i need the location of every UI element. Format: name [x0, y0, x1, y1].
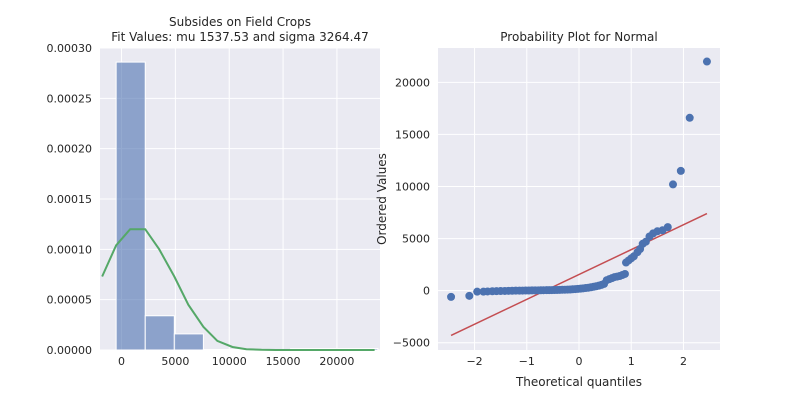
probability-x-axis-label: Theoretical quantiles [515, 375, 642, 389]
probability-x-tick-label: 0 [576, 355, 583, 368]
probability-y-tick-label: −5000 [393, 337, 430, 350]
probability-x-tick-label: −2 [466, 355, 482, 368]
probability-x-tick-labels: −2 −1 0 1 2 [466, 355, 686, 368]
probability-y-tick-label: 20000 [395, 76, 430, 89]
probability-plot-title: Probability Plot for Normal [500, 30, 657, 44]
probability-point [663, 223, 672, 232]
probability-x-tick-label: 2 [680, 355, 687, 368]
probability-point [676, 166, 685, 175]
histogram-x-tick-label: 15000 [266, 355, 301, 368]
probability-point [473, 287, 482, 296]
probability-point [465, 291, 474, 300]
probability-point [620, 269, 629, 278]
histogram-y-tick-label: 0.00020 [47, 143, 93, 156]
histogram-x-tick-label: 5000 [161, 355, 189, 368]
histogram-x-tick-labels: 0 5000 10000 15000 20000 [118, 355, 354, 368]
histogram-y-tick-label: 0.00005 [47, 294, 93, 307]
histogram-bar [115, 61, 146, 351]
histogram-y-tick-label: 0.00000 [47, 344, 93, 357]
histogram-x-tick-label: 20000 [319, 355, 354, 368]
probability-y-tick-label: 0 [423, 285, 430, 298]
probability-y-tick-label: 10000 [395, 181, 430, 194]
probability-y-tick-label: 5000 [402, 233, 430, 246]
probability-plot-panel: −2 −1 0 1 2 −5000 0 5000 10000 15000 20000 Probab… [375, 30, 720, 389]
probability-y-tick-labels: −5000 0 5000 10000 15000 20000 [393, 76, 430, 349]
histogram-bar [144, 315, 175, 351]
histogram-x-tick-label: 0 [118, 355, 125, 368]
histogram-y-tick-label: 0.00015 [47, 193, 93, 206]
histogram-bars [115, 61, 379, 351]
probability-x-tick-label: −1 [519, 355, 535, 368]
probability-x-tick-label: 1 [628, 355, 635, 368]
histogram-y-tick-labels: 0.00000 0.00005 0.00010 0.00015 0.00020 0.000… [47, 42, 93, 357]
histogram-bar [173, 333, 204, 351]
histogram-y-tick-label: 0.00025 [47, 92, 93, 105]
probability-point [669, 180, 677, 189]
histogram-y-tick-label: 0.00010 [47, 243, 93, 256]
histogram-grid [100, 47, 380, 351]
histogram-subtitle: Fit Values: mu 1537.53 and sigma 3264.47 [111, 30, 369, 44]
normal-fit-curve [101, 228, 375, 351]
probability-point [685, 113, 694, 122]
probability-fit-line [450, 212, 708, 337]
histogram-panel: 0 5000 10000 15000 20000 0.000000.000050.000… [47, 15, 380, 368]
histogram-y-tick-label: 0.00030 [47, 42, 93, 55]
probability-y-tick-label: 15000 [395, 128, 430, 141]
probability-point [702, 57, 711, 66]
histogram-bar [202, 348, 233, 351]
histogram-title: Subsides on Field Crops [169, 15, 311, 29]
probability-points [447, 57, 711, 301]
histogram-x-tick-label: 10000 [212, 355, 247, 368]
probability-y-axis-label: Ordered Values [375, 153, 389, 245]
probability-point [447, 292, 456, 301]
